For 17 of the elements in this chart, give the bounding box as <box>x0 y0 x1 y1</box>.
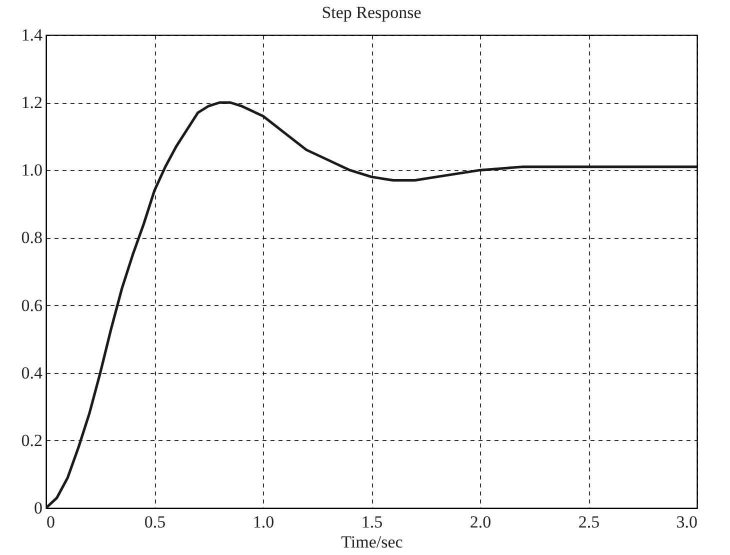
x-tick-label: 1.5 <box>361 512 383 532</box>
x-tick-label: 2.0 <box>470 512 492 532</box>
x-tick-label: 0.5 <box>144 512 166 532</box>
x-tick-label: 2.5 <box>578 512 600 532</box>
y-tick-label: 0.8 <box>21 228 42 248</box>
chart-title: Step Response <box>322 3 422 22</box>
y-tick-label: 0.4 <box>21 363 43 382</box>
y-tick-label: 0.6 <box>21 296 42 315</box>
y-tick-label: 0.2 <box>21 430 42 450</box>
y-tick-label: 1.4 <box>21 26 43 44</box>
x-axis-title: Time/sec <box>341 532 404 552</box>
x-tick-label: 1.0 <box>252 512 274 532</box>
y-tick-label: 1.0 <box>21 160 42 180</box>
y-tick-label: 1.2 <box>21 93 42 112</box>
x-tick-label: 0 <box>46 512 55 532</box>
y-tick-label: 0 <box>34 498 42 518</box>
x-tick-label: 3.0 <box>676 512 698 532</box>
